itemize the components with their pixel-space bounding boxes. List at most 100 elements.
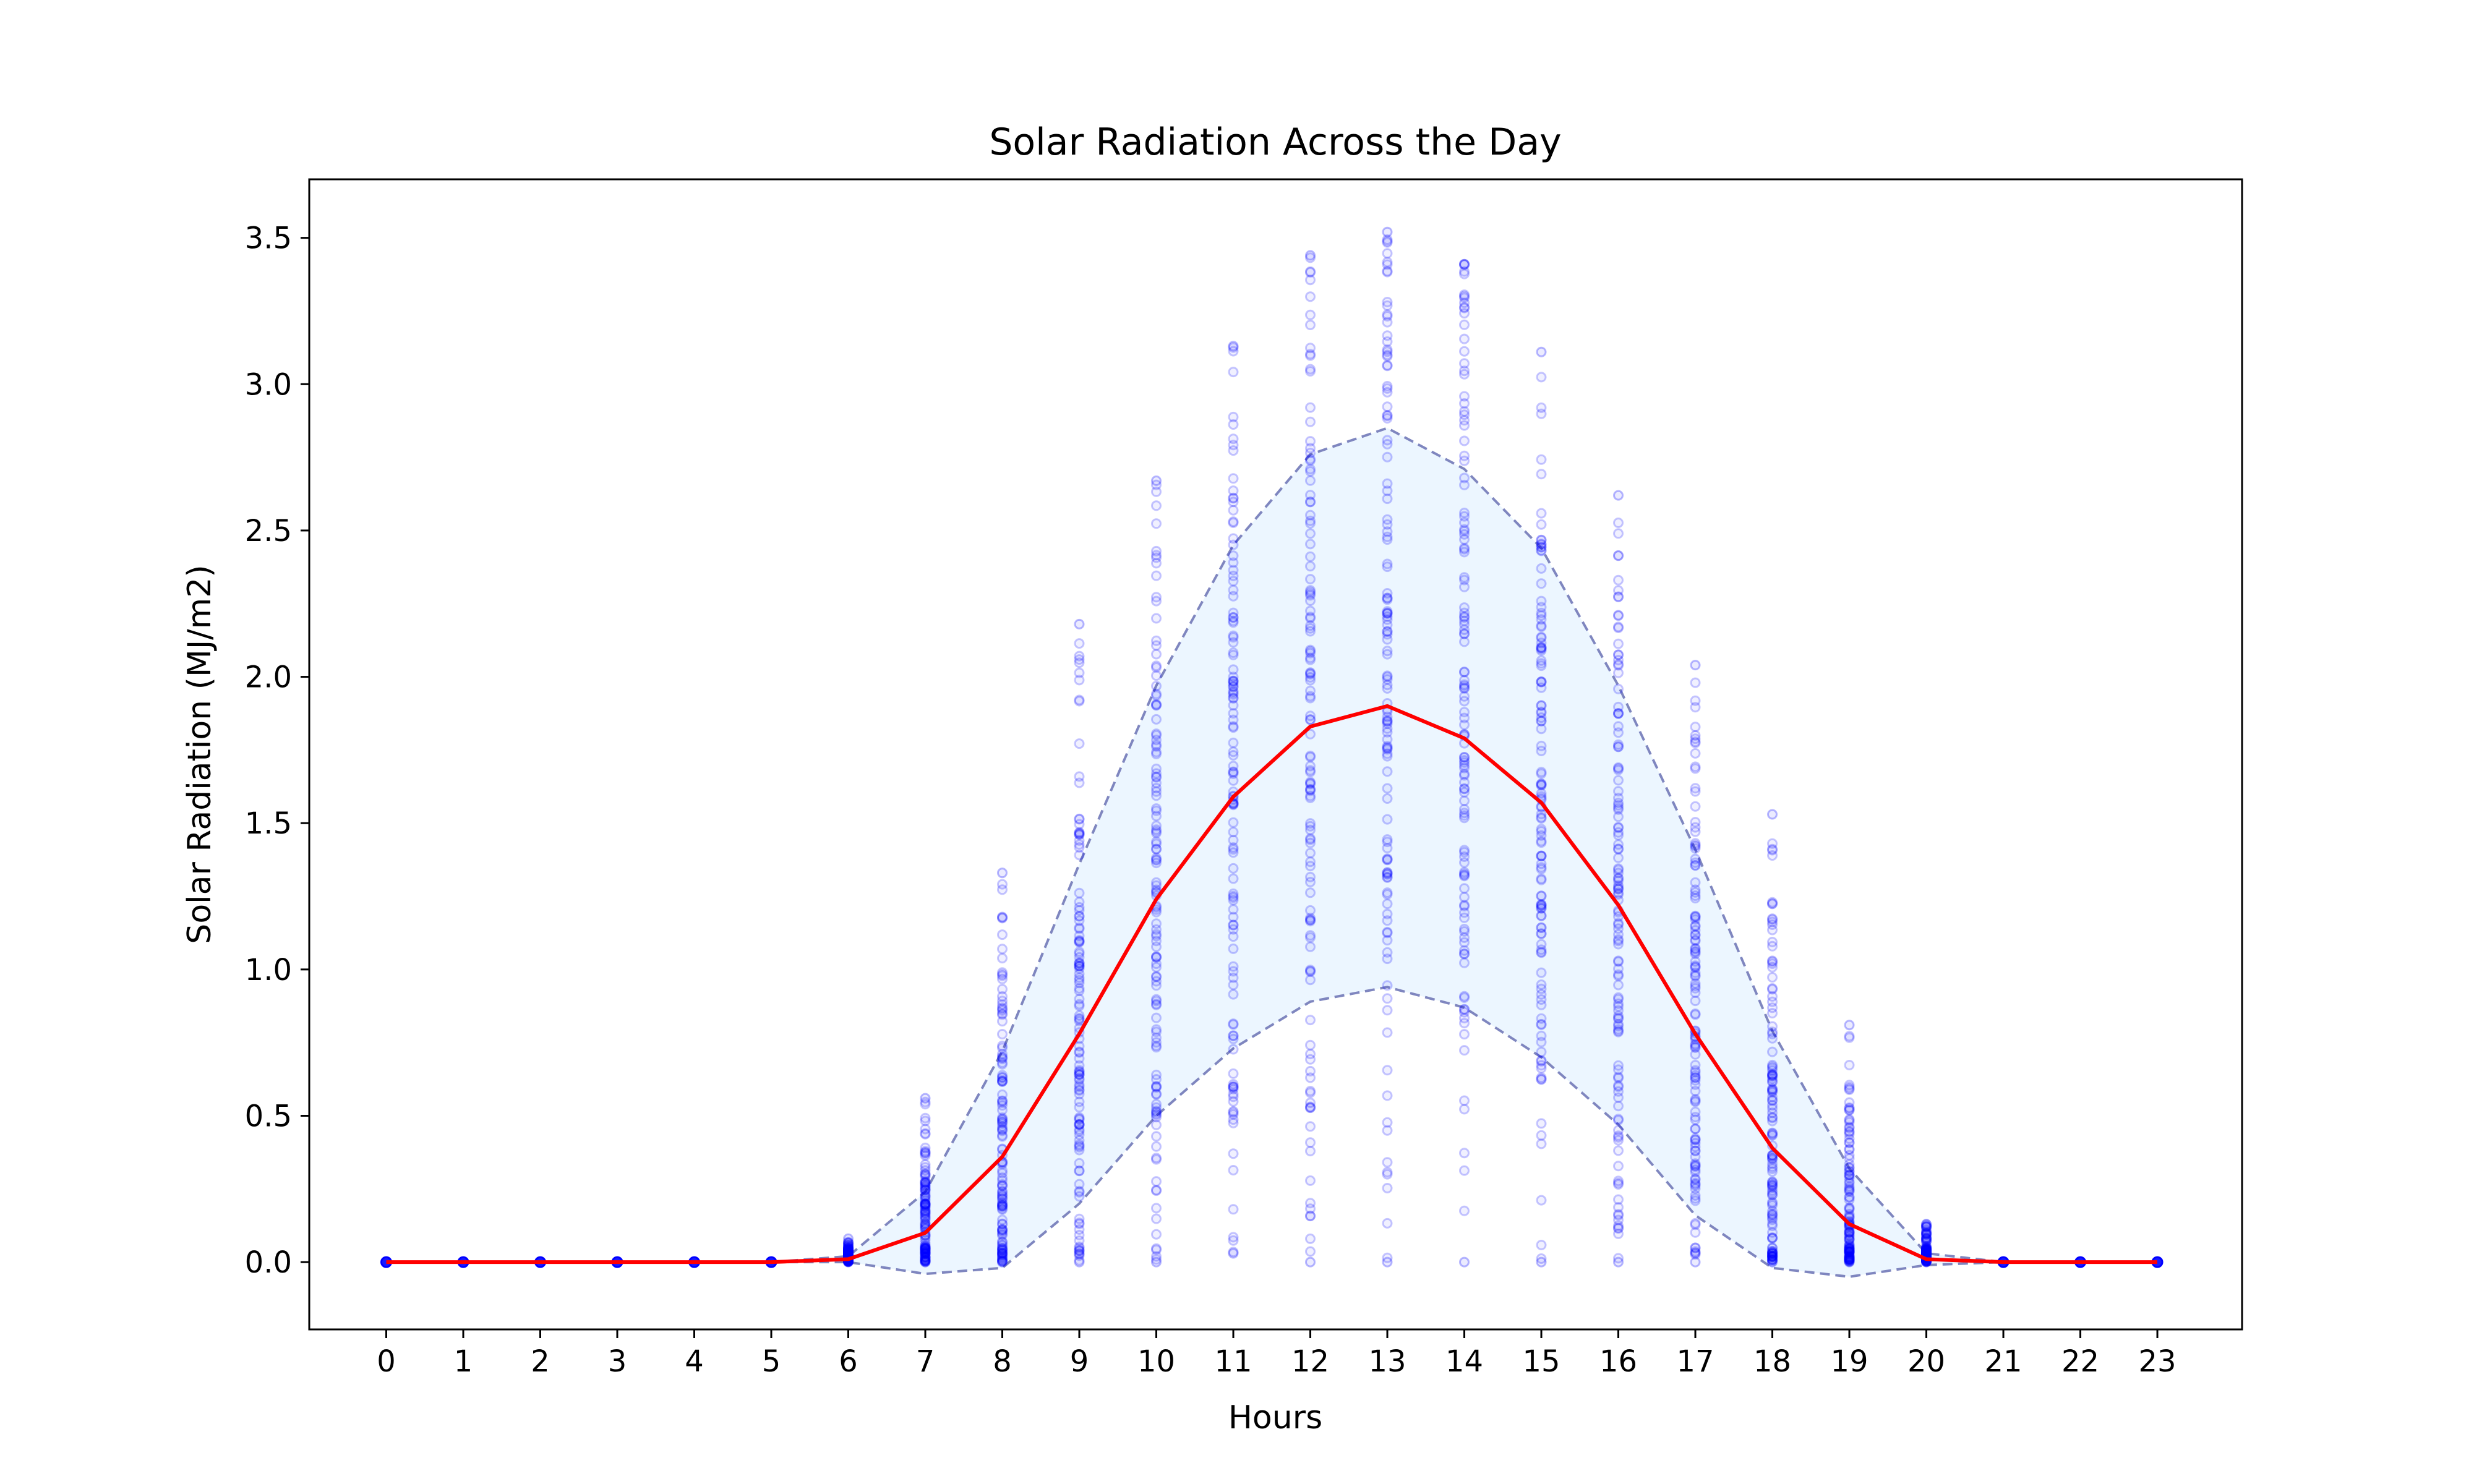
scatter-point [920, 1099, 931, 1110]
scatter-point [843, 1247, 854, 1258]
scatter-point [1382, 793, 1393, 804]
scatter-point [843, 1245, 854, 1256]
scatter-point [920, 1195, 931, 1206]
x-tick-label: 0 [377, 1344, 396, 1379]
scatter-point [1690, 817, 1701, 828]
scatter-point [920, 1252, 931, 1263]
scatter-point [1074, 1124, 1085, 1135]
scatter-point [1074, 936, 1085, 947]
scatter-point [1767, 1166, 1778, 1177]
scatter-point [1382, 558, 1393, 569]
scatter-point [920, 1180, 931, 1191]
scatter-point [920, 1243, 931, 1254]
scatter-point [997, 1116, 1008, 1127]
scatter-point [997, 912, 1008, 923]
scatter-point [1151, 1141, 1162, 1152]
y-tick-label: 0.0 [245, 1245, 292, 1280]
scatter-point [1151, 1131, 1162, 1142]
scatter-point [920, 1246, 931, 1257]
scatter-point [1228, 687, 1239, 698]
scatter-point [843, 1233, 854, 1244]
scatter-point [1536, 660, 1547, 672]
scatter-point [1613, 623, 1624, 633]
scatter-point [1228, 737, 1239, 748]
scatter-point [1690, 826, 1701, 837]
scatter-point [997, 911, 1008, 923]
scatter-point [1228, 1204, 1239, 1215]
scatter-point [843, 1247, 854, 1258]
scatter-point [1228, 919, 1239, 931]
scatter-point [997, 1180, 1008, 1192]
scatter-point [1536, 1253, 1547, 1264]
scatter-point [1690, 783, 1701, 794]
scatter-point [843, 1247, 854, 1258]
scatter-point [920, 1205, 931, 1216]
scatter-point [997, 1052, 1008, 1063]
scatter-point [1382, 843, 1393, 854]
scatter-point [920, 1165, 931, 1176]
scatter-point [997, 996, 1008, 1007]
scatter-point [997, 1254, 1008, 1265]
scatter-point [1536, 873, 1547, 884]
scatter-point [843, 1237, 854, 1248]
scatter-column-hour-6 [843, 1233, 854, 1268]
scatter-point [920, 1244, 931, 1255]
scatter-point [1305, 1086, 1316, 1096]
scatter-point [1228, 989, 1239, 1000]
scatter-point [1844, 1185, 1855, 1196]
scatter-point [1305, 1246, 1316, 1257]
scatter-point [1151, 1229, 1162, 1240]
scatter-point [920, 1252, 931, 1263]
scatter-point [1459, 1013, 1470, 1024]
scatter-point [997, 1070, 1008, 1081]
scatter-point [1228, 835, 1239, 846]
scatter-point [1228, 342, 1239, 353]
scatter-point [1074, 1000, 1085, 1012]
scatter-point [1305, 1039, 1316, 1051]
scatter-point [997, 929, 1008, 940]
scatter-point [1459, 572, 1470, 583]
scatter-point [1228, 761, 1239, 772]
scatter-point [920, 1243, 931, 1255]
scatter-point [1613, 1220, 1624, 1231]
scatter-point [1305, 291, 1316, 302]
scatter-point [1074, 1069, 1085, 1080]
scatter-point [1690, 1133, 1701, 1144]
scatter-point [1536, 809, 1547, 819]
scatter-point [843, 1245, 854, 1256]
scatter-point [997, 884, 1008, 895]
scatter-point [997, 973, 1008, 984]
scatter-point [920, 1193, 931, 1205]
scatter-point [1305, 905, 1316, 916]
scatter-point [1151, 1203, 1162, 1214]
scatter-point [997, 969, 1008, 980]
scatter-point [997, 1089, 1008, 1100]
scatter-point [1613, 994, 1624, 1005]
scatter-point [1074, 696, 1085, 707]
scatter-point [1305, 714, 1316, 725]
scatter-point [1767, 1103, 1778, 1114]
scatter-point [997, 1248, 1008, 1259]
scatter-point [1228, 1247, 1239, 1258]
scatter-point [1844, 1240, 1855, 1251]
scatter-point [1074, 922, 1085, 933]
scatter-point [1767, 809, 1778, 820]
scatter-point [1613, 1210, 1624, 1221]
scatter-point [1690, 801, 1701, 812]
scatter-point [1228, 584, 1239, 595]
scatter-point [1305, 861, 1316, 872]
scatter-point [1228, 904, 1239, 915]
scatter-point [997, 1253, 1008, 1264]
scatter-point [1382, 435, 1393, 446]
scatter-point [1613, 1005, 1624, 1016]
scatter-point [1228, 419, 1239, 430]
scatter-point [1228, 1018, 1239, 1030]
scatter-point [1613, 683, 1624, 694]
scatter-point [1305, 620, 1316, 631]
scatter-point [843, 1244, 854, 1255]
scatter-point [1767, 1112, 1778, 1123]
scatter-point [1767, 1046, 1778, 1057]
scatter-point [1690, 843, 1701, 854]
scatter-point [997, 1159, 1008, 1170]
scatter-point [920, 1177, 931, 1188]
